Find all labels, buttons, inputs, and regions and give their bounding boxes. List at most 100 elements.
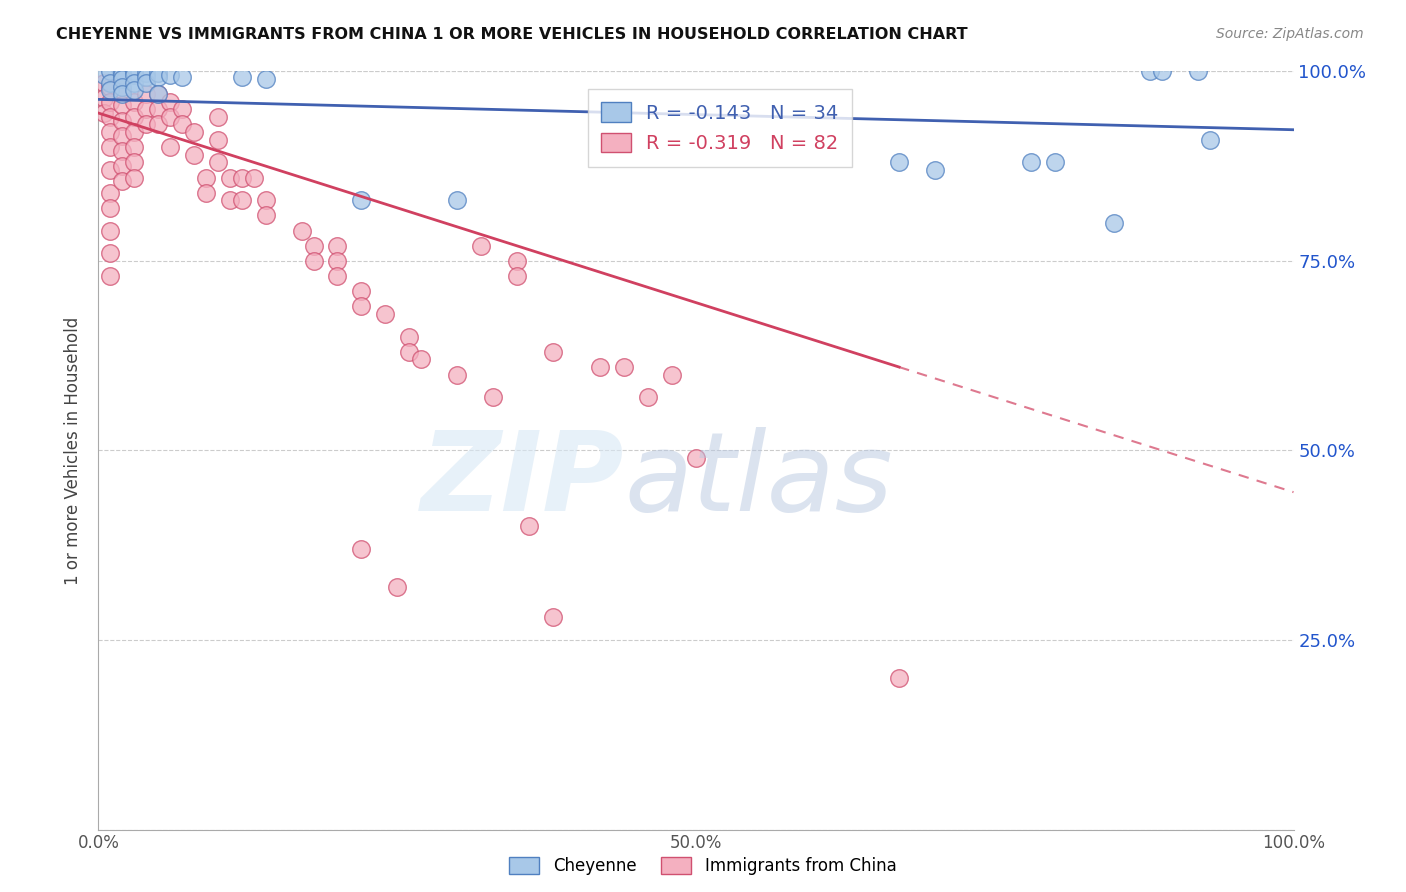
Point xyxy=(98,246,122,260)
Point xyxy=(124,83,146,97)
Point xyxy=(124,68,146,82)
Point xyxy=(243,170,266,185)
Point xyxy=(124,95,146,109)
Point xyxy=(172,117,194,131)
Point xyxy=(111,64,134,78)
Point xyxy=(135,117,157,131)
Point xyxy=(398,344,420,359)
Point xyxy=(613,359,636,375)
Point xyxy=(1043,155,1066,169)
Text: ZIP: ZIP xyxy=(420,427,624,534)
Point xyxy=(159,68,181,82)
Point xyxy=(889,155,911,169)
Point xyxy=(111,98,134,112)
Point xyxy=(98,125,122,139)
Point xyxy=(326,253,349,268)
Point xyxy=(506,253,529,268)
Point xyxy=(124,125,146,139)
Point xyxy=(506,269,529,284)
Point xyxy=(470,238,492,253)
Point xyxy=(98,95,122,109)
Point xyxy=(385,580,409,594)
Text: atlas: atlas xyxy=(624,427,893,534)
Point xyxy=(98,163,122,178)
Point xyxy=(93,68,115,82)
Point xyxy=(398,330,420,344)
Point xyxy=(124,170,146,185)
Point xyxy=(1019,155,1042,169)
Point xyxy=(98,79,122,94)
Point xyxy=(1152,64,1174,78)
Point xyxy=(685,451,707,466)
Point xyxy=(291,223,314,237)
Point xyxy=(111,174,134,188)
Point xyxy=(231,70,253,84)
Point xyxy=(148,117,170,131)
Point xyxy=(446,194,468,208)
Point xyxy=(637,391,659,405)
Point xyxy=(93,91,115,105)
Point xyxy=(411,352,433,367)
Point xyxy=(98,64,122,78)
Text: Source: ZipAtlas.com: Source: ZipAtlas.com xyxy=(1216,27,1364,41)
Point xyxy=(1187,64,1209,78)
Point xyxy=(1139,64,1161,78)
Point xyxy=(124,64,146,78)
Point xyxy=(124,110,146,124)
Point xyxy=(172,103,194,117)
Point xyxy=(254,72,277,87)
Point xyxy=(207,110,229,124)
Point xyxy=(889,671,911,685)
Point xyxy=(924,163,946,178)
Point xyxy=(254,194,277,208)
Point xyxy=(135,103,157,117)
Point xyxy=(219,170,242,185)
Point xyxy=(98,186,122,200)
Point xyxy=(93,76,115,90)
Point xyxy=(172,70,194,84)
Point xyxy=(159,95,181,109)
Point xyxy=(159,140,181,154)
Point xyxy=(326,269,349,284)
Point xyxy=(207,155,229,169)
Point xyxy=(111,128,134,143)
Point xyxy=(1199,132,1222,146)
Point xyxy=(159,110,181,124)
Point xyxy=(350,300,373,314)
Point xyxy=(98,140,122,154)
Point xyxy=(374,307,396,321)
Point xyxy=(124,76,146,90)
Point xyxy=(93,106,115,120)
Point xyxy=(541,610,564,624)
Point xyxy=(135,87,157,102)
Point xyxy=(98,83,122,97)
Point xyxy=(98,223,122,237)
Point xyxy=(326,238,349,253)
Point xyxy=(195,170,218,185)
Y-axis label: 1 or more Vehicles in Household: 1 or more Vehicles in Household xyxy=(65,317,83,584)
Point xyxy=(148,70,170,85)
Point xyxy=(517,519,540,533)
Point xyxy=(254,209,277,223)
Point xyxy=(111,159,134,173)
Point xyxy=(111,87,134,102)
Point xyxy=(148,87,170,102)
Point xyxy=(135,70,157,85)
Point xyxy=(111,79,134,94)
Point xyxy=(207,132,229,146)
Point xyxy=(302,238,325,253)
Point xyxy=(111,68,134,82)
Point xyxy=(541,344,564,359)
Point xyxy=(98,76,122,90)
Point xyxy=(481,391,505,405)
Point xyxy=(183,148,205,162)
Point xyxy=(219,194,242,208)
Legend: Cheyenne, Immigrants from China: Cheyenne, Immigrants from China xyxy=(501,849,905,884)
Point xyxy=(111,113,134,128)
Point xyxy=(350,194,373,208)
Legend: R = -0.143   N = 34, R = -0.319   N = 82: R = -0.143 N = 34, R = -0.319 N = 82 xyxy=(588,88,852,167)
Point xyxy=(111,144,134,158)
Point xyxy=(1104,216,1126,230)
Point xyxy=(124,155,146,169)
Point xyxy=(183,125,205,139)
